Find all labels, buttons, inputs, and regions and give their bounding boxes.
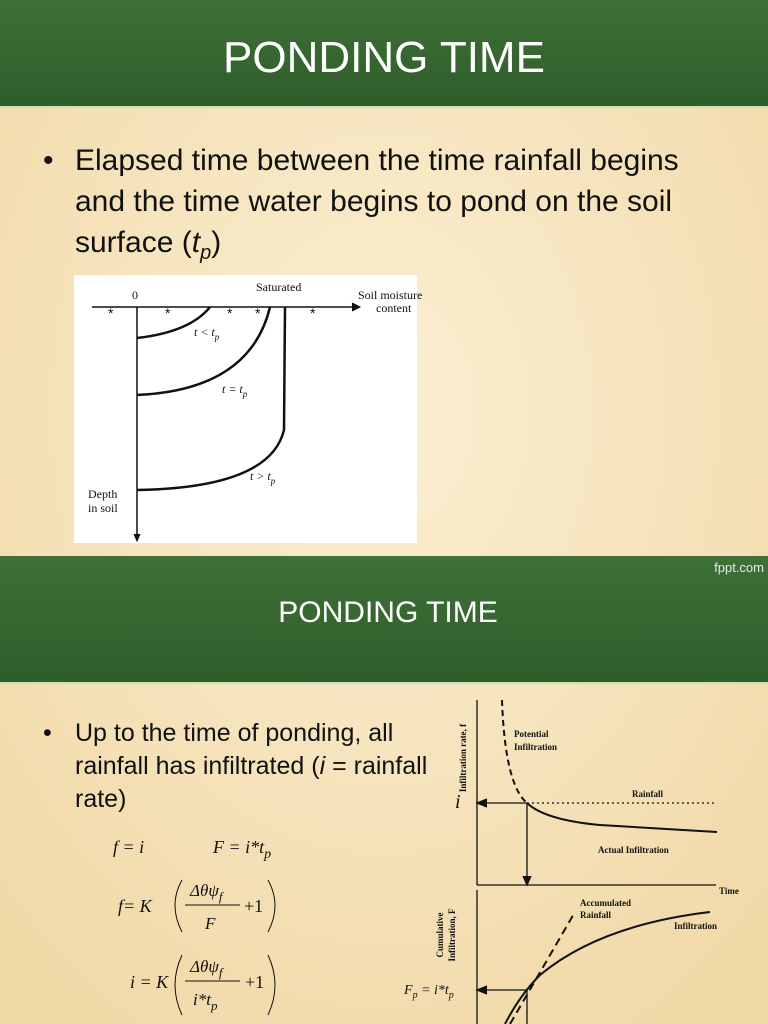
markers: * * * * * — [108, 305, 316, 321]
bullet-text: Elapsed time between the time rainfall b… — [75, 144, 679, 259]
header-band — [0, 556, 768, 683]
graph-label: Time — [719, 886, 739, 896]
bullet-text: Up to the time of ponding, all rainfall … — [75, 719, 394, 780]
svg-text:*: * — [310, 305, 316, 321]
curve-label: t > tp — [250, 469, 276, 486]
svg-text:*: * — [165, 305, 171, 321]
fp-label: Fp = i*tp — [403, 983, 454, 1001]
svg-text:*: * — [108, 305, 114, 321]
denominator: i*tp — [193, 990, 218, 1013]
svg-text:*: * — [255, 305, 261, 321]
saturated-label: Saturated — [256, 280, 301, 294]
figure-lines: * * * * * — [92, 302, 362, 543]
curve — [136, 306, 272, 397]
arrow — [351, 302, 362, 312]
graph-label: Rainfall — [580, 910, 612, 920]
x-label: content — [376, 301, 412, 315]
curve — [136, 306, 211, 340]
equation: F = i*tp — [212, 837, 271, 862]
x-label: Soil moisture — [358, 288, 422, 302]
bullet-dot: • — [43, 144, 54, 177]
bullet-sub: p — [200, 242, 212, 264]
curve-label: t < tp — [194, 325, 220, 342]
bullet: • Up to the time of ponding, all rainfall… — [43, 717, 430, 816]
graph: Infiltration rate, f Potential Infiltrat… — [403, 699, 739, 1024]
y-label: in soil — [88, 501, 118, 515]
parentheses — [174, 954, 276, 1016]
equation-plus: +1 — [244, 896, 263, 916]
bullet-end: ) — [211, 226, 222, 259]
graph-label: Rainfall — [632, 789, 664, 799]
slide-title: PONDING TIME — [278, 596, 497, 629]
origin-label: 0 — [132, 288, 138, 302]
curve — [136, 306, 287, 492]
y-label: Infiltration rate, f — [458, 723, 468, 792]
y-label: Depth — [88, 487, 117, 501]
y-label: Infiltration, F — [447, 908, 457, 962]
graph-label: Infiltration — [674, 921, 717, 931]
figure-box — [74, 275, 417, 543]
numerator: Δθψf — [189, 881, 225, 904]
equation-plus: +1 — [245, 972, 264, 992]
denominator: F — [204, 914, 216, 933]
equation-lhs: i = K — [130, 972, 169, 992]
graph-label: Potential — [514, 729, 549, 739]
equation: f = i — [113, 837, 144, 857]
graph-label: Accumulated — [580, 898, 631, 908]
equation-lhs: f= K — [118, 896, 153, 916]
brand: fppt.com — [714, 560, 764, 575]
parentheses — [174, 879, 276, 933]
slide-title: PONDING TIME — [223, 33, 545, 82]
bullet-var: t — [191, 226, 201, 259]
arrow — [133, 533, 141, 543]
header-band — [0, 0, 768, 107]
y-label: Cumulative — [435, 912, 445, 957]
bullet-dot: • — [43, 719, 52, 747]
i-label: i — [455, 791, 461, 813]
bullet-end: = rainfall rate) — [75, 752, 428, 813]
curve-label: t = tp — [222, 382, 248, 399]
bullet: • Elapsed time between the time rainfall … — [43, 140, 725, 274]
numerator: Δθψf — [189, 957, 225, 980]
graph-label: Infiltration — [514, 742, 557, 752]
equations: f = i F = i*tp f= K Δθψf F +1 i = K Δθψf… — [113, 837, 276, 1016]
svg-text:*: * — [227, 305, 233, 321]
figure: 0 Saturated Soil moisture content t < tp… — [88, 280, 422, 515]
graph-lines — [475, 699, 718, 1024]
graph-label: Actual Infiltration — [598, 845, 669, 855]
bullet-var: i — [319, 752, 326, 780]
